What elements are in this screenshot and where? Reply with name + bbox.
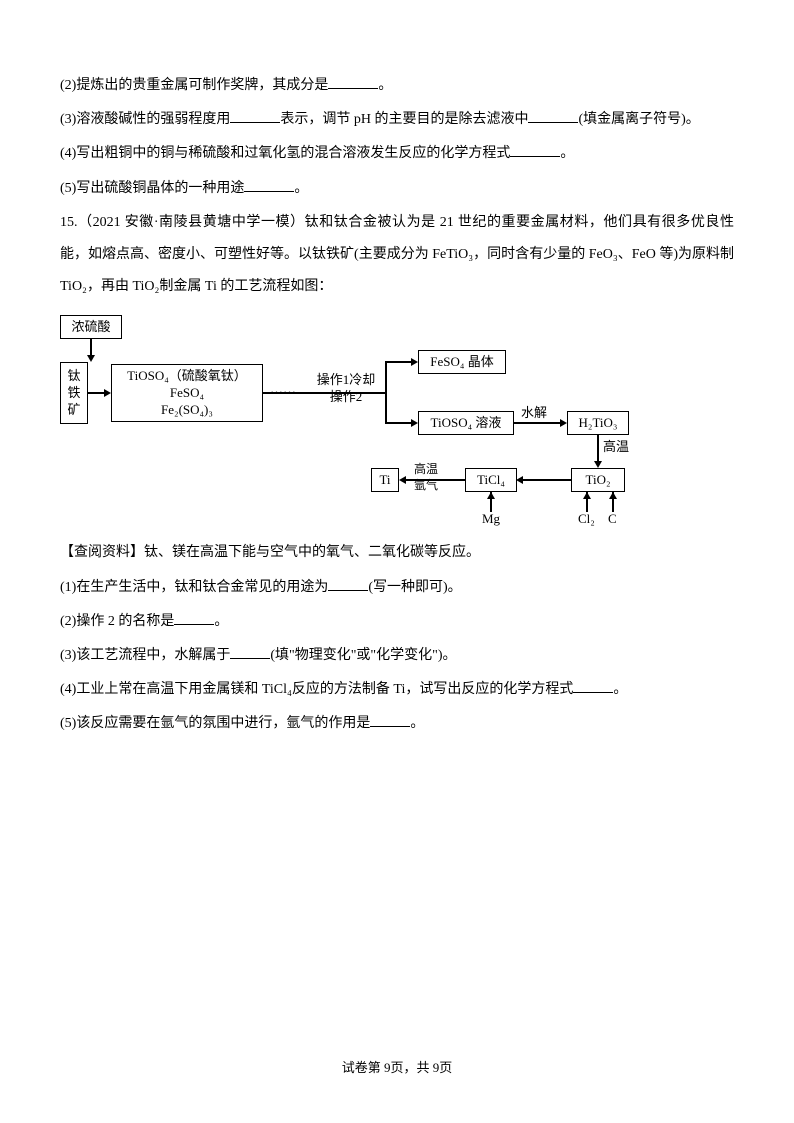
label-hitemp: 高温 <box>603 439 629 455</box>
question-4: (4)写出粗铜中的铜与稀硫酸和过氧化氢的混合溶液发生反应的化学方程式 。 <box>60 138 734 170</box>
question-2: (2)提炼出的贵重金属可制作奖牌，其成分是 。 <box>60 70 734 102</box>
info: 【查阅资料】钛、镁在高温下能与空气中的氧气、二氧化碳等反应。 <box>60 545 480 560</box>
label-c: C <box>608 511 617 527</box>
q15-2-a: (2)操作 2 的名称是 <box>60 614 174 629</box>
arrow-head <box>560 419 567 427</box>
q15-1-a: (1)在生产生活中，钛和钛合金常见的用途为 <box>60 580 328 595</box>
label-cl2: Cl₂ <box>578 511 595 527</box>
q5-a: (5)写出硫酸铜晶体的一种用途 <box>60 181 244 196</box>
box-ti: Ti <box>371 468 399 492</box>
arrow <box>385 422 413 424</box>
arrow-head <box>411 358 418 366</box>
q15-4-a: (4)工业上常在高温下用金属镁和 TiCl₄反应的方法制备 Ti，试写出反应的化… <box>60 682 573 697</box>
q5-b: 。 <box>294 181 308 196</box>
q15-2-b: 。 <box>214 614 228 629</box>
q15-4-b: 。 <box>613 682 627 697</box>
blank <box>328 577 368 591</box>
question-15-3: (3)该工艺流程中，水解属于 (填"物理变化"或"化学变化")。 <box>60 640 734 672</box>
line <box>311 392 386 394</box>
box-feso4: FeSO₄ 晶体 <box>418 350 506 374</box>
process-diagram: 浓硫酸 钛 铁 矿 TiOSO₄（硫酸氧钛） FeSO₄ Fe₂(SO₄)₃ …… <box>60 315 640 525</box>
q15-5-b: 。 <box>410 716 424 731</box>
q2-text: (2)提炼出的贵重金属可制作奖牌，其成分是 <box>60 78 328 93</box>
blank <box>370 713 410 727</box>
blank <box>244 178 294 192</box>
blank <box>230 645 270 659</box>
q15-5-a: (5)该反应需要在氩气的氛围中进行，氩气的作用是 <box>60 716 370 731</box>
blank <box>174 611 214 625</box>
q15-1-b: (写一种即可)。 <box>368 580 461 595</box>
info-text: 【查阅资料】钛、镁在高温下能与空气中的氧气、二氧化碳等反应。 <box>60 537 734 569</box>
arrow-head <box>411 419 418 427</box>
q3-b: 表示，调节 pH 的主要目的是除去滤液中 <box>280 112 528 127</box>
box-tio2: TiO₂ <box>571 468 625 492</box>
label-mg: Mg <box>482 511 500 527</box>
box-tioso4: TiOSO₄ 溶液 <box>418 411 514 435</box>
arrow <box>514 422 562 424</box>
question-15-1: (1)在生产生活中，钛和钛合金常见的用途为 (写一种即可)。 <box>60 572 734 604</box>
q2-end: 。 <box>378 78 392 93</box>
blank <box>328 75 378 89</box>
arrow-head <box>87 355 95 362</box>
arrow-head <box>516 476 523 484</box>
label-ar: 氩气 <box>414 478 438 492</box>
arrow-head <box>583 492 591 499</box>
q3-a: (3)溶液酸碱性的强弱程度用 <box>60 112 230 127</box>
q15-3-b: (填"物理变化"或"化学变化")。 <box>270 648 456 663</box>
q3-c: (填金属离子符号)。 <box>578 112 699 127</box>
question-15-4: (4)工业上常在高温下用金属镁和 TiCl₄反应的方法制备 Ti，试写出反应的化… <box>60 674 734 706</box>
q4-b: 。 <box>560 146 574 161</box>
arrow-head <box>104 389 111 397</box>
blank <box>510 143 560 157</box>
page-footer: 试卷第 9页，共 9页 <box>0 1053 794 1083</box>
label-dots: …… <box>270 381 296 397</box>
question-15-5: (5)该反应需要在氩气的氛围中进行，氩气的作用是 。 <box>60 708 734 740</box>
q15-3-a: (3)该工艺流程中，水解属于 <box>60 648 230 663</box>
box-h2tio3: H₂TiO₃ <box>567 411 629 435</box>
box-h2so4: 浓硫酸 <box>60 315 122 339</box>
arrow <box>522 479 571 481</box>
question-3: (3)溶液酸碱性的强弱程度用 表示，调节 pH 的主要目的是除去滤液中 (填金属离子… <box>60 104 734 136</box>
label-hydro: 水解 <box>521 405 547 421</box>
question-15-intro: 15.（2021 安徽·南陵县黄塘中学一模）钛和钛合金被认为是 21 世纪的重要… <box>60 207 734 304</box>
label-op1: 操作1冷却 <box>311 372 381 388</box>
q15-intro: 15.（2021 安徽·南陵县黄塘中学一模）钛和钛合金被认为是 21 世纪的重要… <box>60 215 734 294</box>
question-5: (5)写出硫酸铜晶体的一种用途 。 <box>60 173 734 205</box>
blank <box>528 109 578 123</box>
arrow-head <box>399 476 406 484</box>
box-mix: TiOSO₄（硫酸氧钛） FeSO₄ Fe₂(SO₄)₃ <box>111 364 263 422</box>
arrow-head <box>609 492 617 499</box>
q4-a: (4)写出粗铜中的铜与稀硫酸和过氧化氢的混合溶液发生反应的化学方程式 <box>60 146 510 161</box>
label-hitemp2: 高温 <box>414 462 438 476</box>
arrow <box>385 361 413 363</box>
arrow <box>597 435 599 463</box>
box-ticl4: TiCl₄ <box>465 468 517 492</box>
blank <box>573 679 613 693</box>
arrow-head <box>594 461 602 468</box>
box-ore: 钛 铁 矿 <box>60 362 88 424</box>
blank <box>230 109 280 123</box>
arrow-head <box>487 492 495 499</box>
question-15-2: (2)操作 2 的名称是 。 <box>60 606 734 638</box>
